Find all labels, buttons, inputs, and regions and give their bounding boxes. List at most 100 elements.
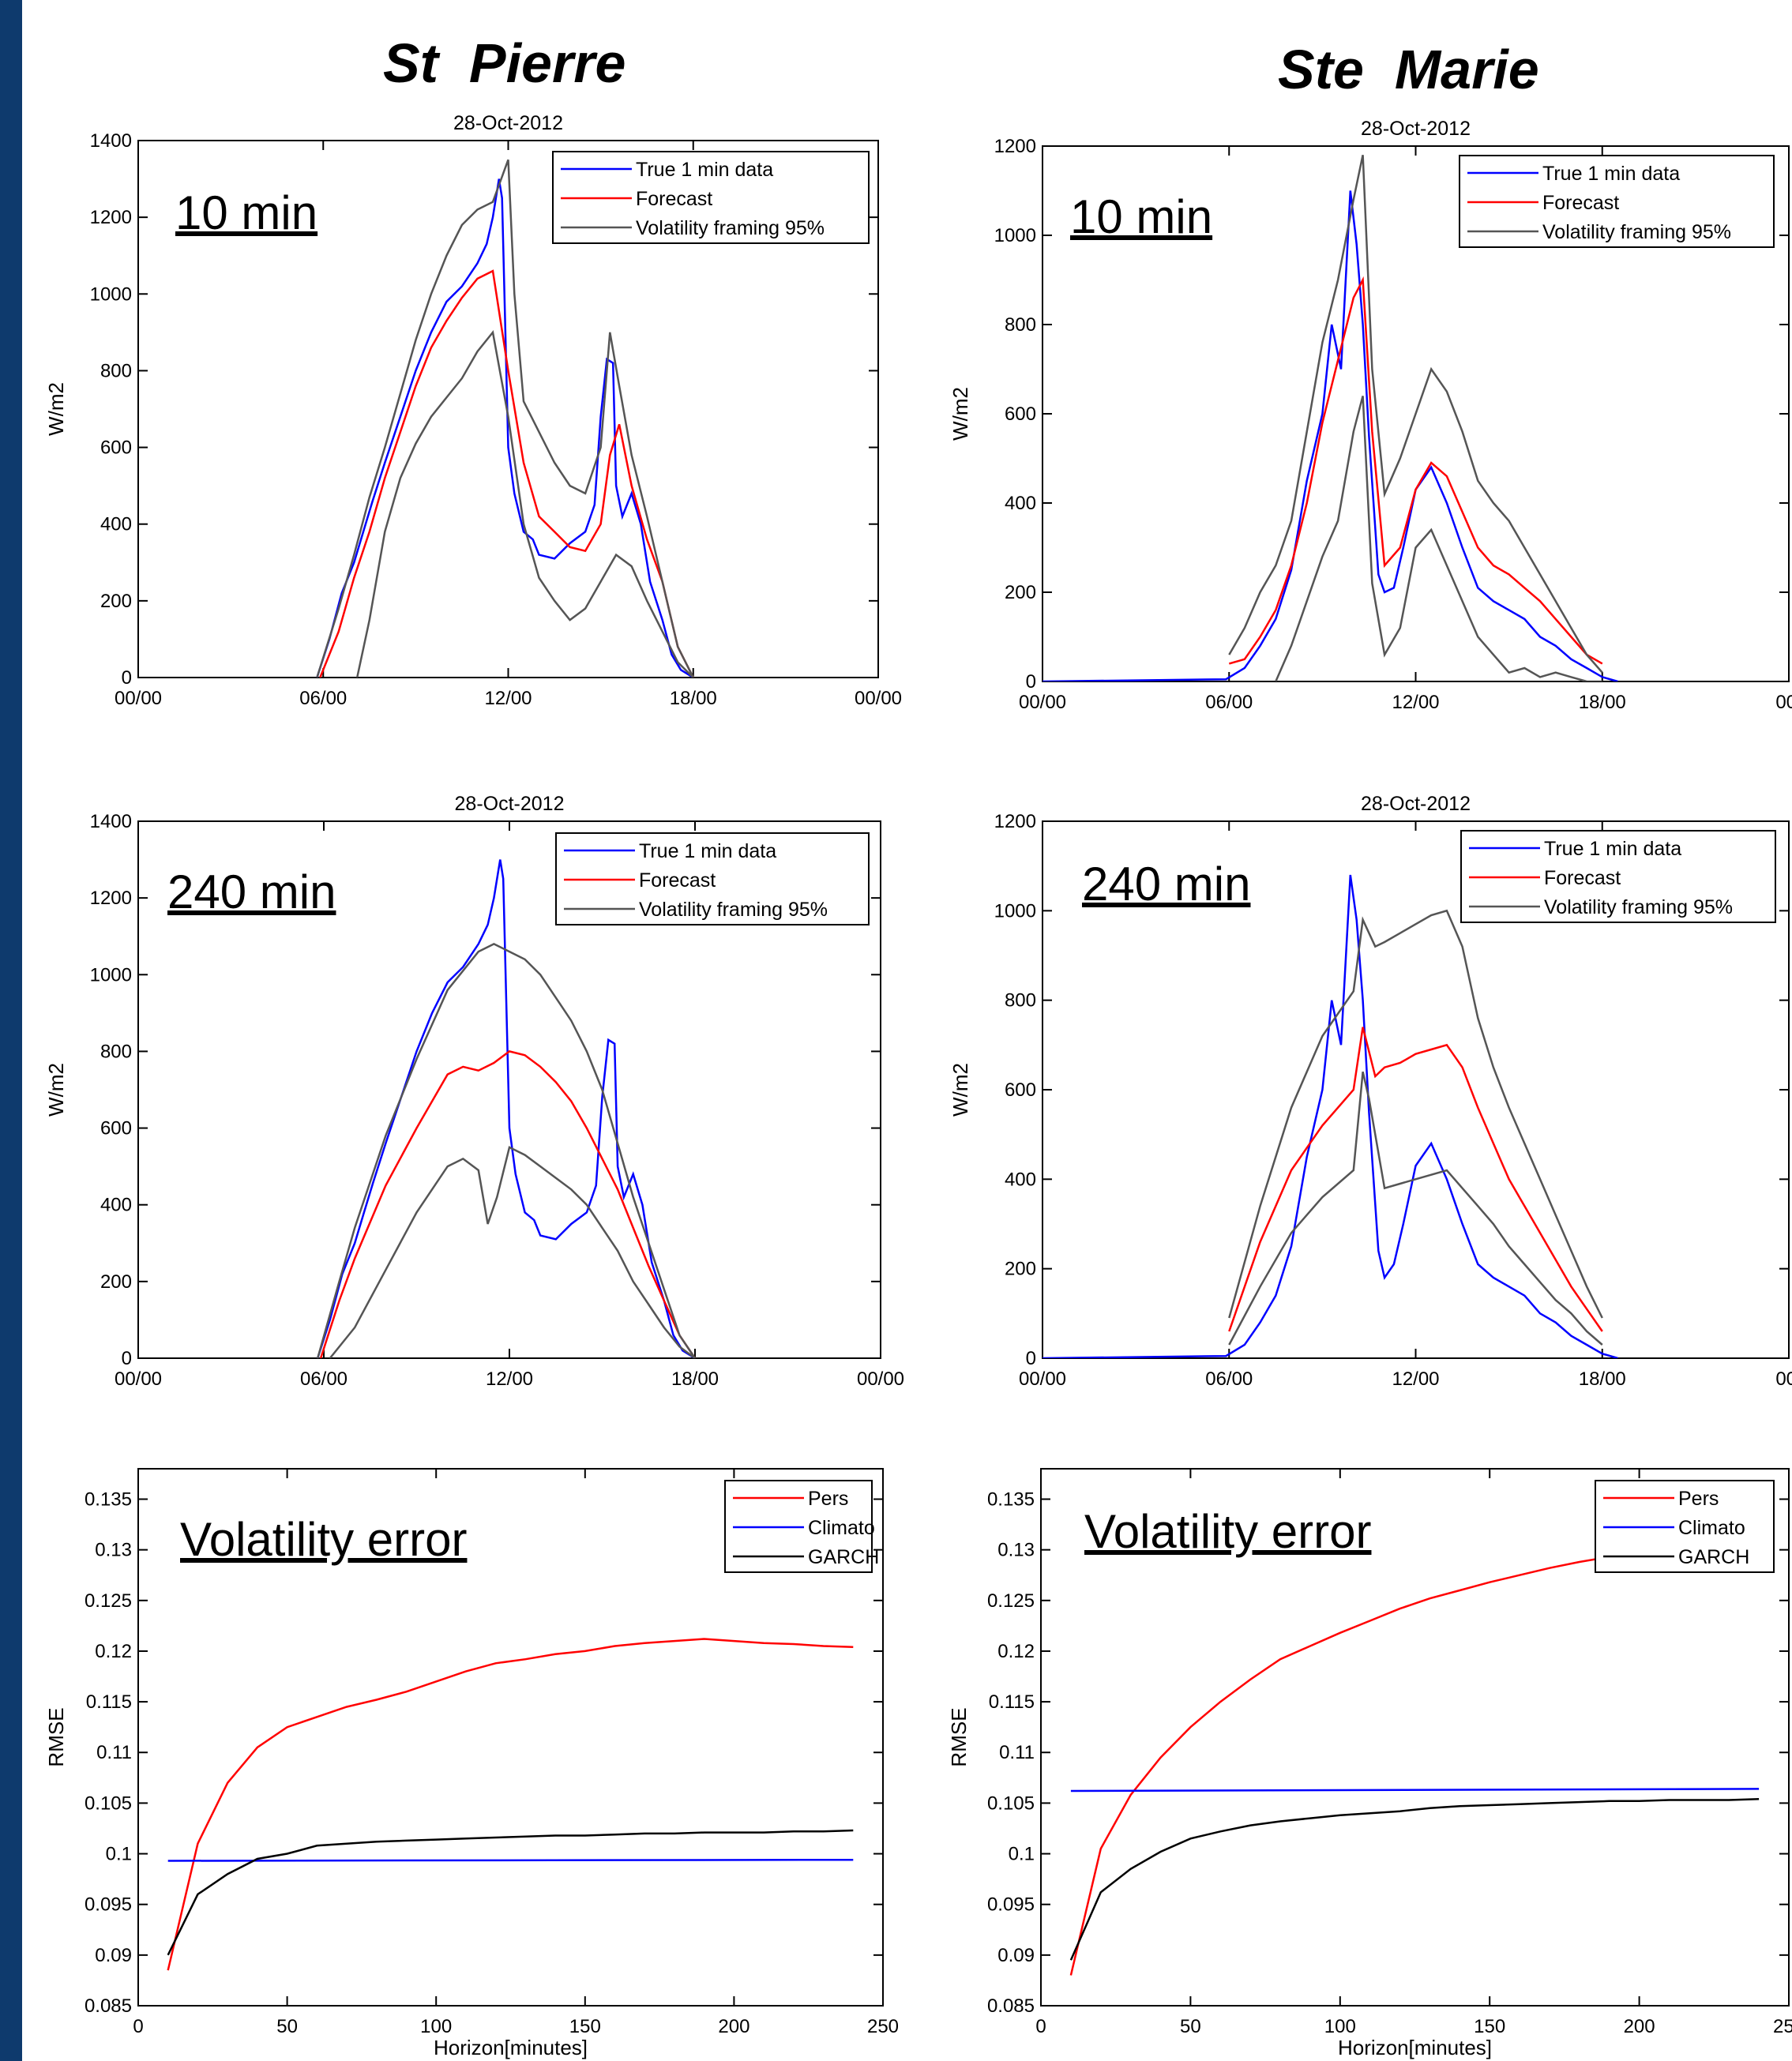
x-tick-label: 0 — [133, 2016, 143, 2037]
y-tick-label: 1200 — [994, 811, 1036, 832]
y-tick-label: 0.135 — [987, 1488, 1035, 1510]
y-tick-label: 800 — [1005, 314, 1036, 336]
series-line-4 — [1228, 1072, 1603, 1346]
y-tick-label: 1000 — [90, 964, 132, 985]
y-tick-label: 400 — [1005, 1169, 1036, 1190]
chart-panel-2: 0 200 400 600 800 1000 1200 00/00 06/00 12/00 18/0… — [949, 118, 1792, 713]
x-tick-label: 00/00 — [1019, 1368, 1066, 1390]
legend: True 1 min data Forecast Volatility framin… — [1459, 155, 1775, 248]
x-axis-label: Horizon[minutes] — [1338, 2036, 1492, 2059]
series-line-3 — [1069, 1798, 1760, 1961]
y-tick-label: 0.085 — [85, 1995, 132, 2017]
y-axis-label: RMSE — [947, 1707, 971, 1766]
series-line-3 — [167, 1829, 854, 1956]
x-tick-label: 0 — [1035, 2016, 1046, 2037]
series-line-4 — [355, 329, 694, 678]
y-tick-label: 1000 — [994, 225, 1036, 246]
legend-entry: Forecast — [1542, 192, 1619, 214]
y-axis-label: W/m2 — [949, 1063, 972, 1117]
y-tick-label: 1000 — [90, 283, 132, 305]
x-tick-label: 06/00 — [1205, 1368, 1253, 1390]
x-tick-label: 00/00 — [115, 688, 162, 709]
y-tick-label: 600 — [100, 437, 132, 459]
x-tick-label: 50 — [276, 2016, 298, 2037]
site-title-ste-marie: Ste Marie — [1278, 39, 1539, 100]
y-tick-label: 0.13 — [997, 1540, 1035, 1561]
legend: True 1 min data Forecast Volatility framin… — [552, 151, 870, 244]
x-tick-label: 12/00 — [1392, 1368, 1439, 1390]
x-tick-label: 200 — [718, 2016, 749, 2037]
x-tick-label: 50 — [1180, 2016, 1201, 2037]
x-tick-label: 100 — [420, 2016, 452, 2037]
y-tick-label: 0.135 — [85, 1488, 132, 1510]
x-tick-label: 06/00 — [300, 1368, 348, 1390]
x-tick-label: 18/00 — [1579, 692, 1626, 713]
series-line-2 — [319, 269, 694, 678]
x-tick-label: 00/00 — [115, 1368, 162, 1390]
y-tick-label: 0.1 — [1009, 1844, 1035, 1865]
x-tick-label: 250 — [1773, 2016, 1792, 2037]
legend: True 1 min data Forecast Volatility framin… — [555, 832, 870, 925]
legend-entry: GARCH — [808, 1546, 879, 1568]
y-tick-label: 200 — [1005, 1259, 1036, 1280]
y-axis-label: W/m2 — [44, 1063, 68, 1117]
y-tick-label: 0.105 — [987, 1793, 1035, 1814]
x-tick-label: 18/00 — [670, 688, 717, 709]
y-tick-label: 0.09 — [95, 1945, 132, 1966]
series-line-1 — [167, 1638, 854, 1971]
y-tick-label: 0.1 — [106, 1844, 132, 1865]
legend-entry: Volatility framing 95% — [639, 899, 828, 921]
legend-entry: Forecast — [639, 869, 716, 892]
series-line-2 — [1228, 276, 1603, 665]
y-tick-label: 400 — [1005, 493, 1036, 514]
y-tick-label: 600 — [1005, 404, 1036, 425]
legend-entry: Volatility framing 95% — [636, 217, 825, 239]
chart-annotation: 10 min — [1070, 190, 1212, 243]
x-tick-label: 100 — [1324, 2016, 1356, 2037]
x-tick-label: 12/00 — [1392, 692, 1439, 713]
y-tick-label: 0 — [122, 667, 132, 689]
y-tick-label: 200 — [1005, 582, 1036, 603]
y-tick-label: 0.115 — [989, 1691, 1035, 1713]
y-tick-label: 0.11 — [96, 1742, 132, 1763]
x-tick-label: 00/ — [1775, 1368, 1792, 1390]
chart-panel-3: 0 200 400 600 800 1000 1200 1400 00/00 06/00 12/00… — [44, 793, 904, 1390]
x-tick-label: 18/00 — [1579, 1368, 1626, 1390]
y-axis-label: W/m2 — [44, 382, 68, 436]
chart-panel-5: 0.085 0.09 0.095 0.1 0.105 0.11 0.115 0.12 0.125… — [44, 1468, 899, 2059]
y-tick-label: 1000 — [994, 900, 1036, 922]
series-line-2 — [319, 1050, 697, 1358]
y-tick-label: 0 — [1026, 1348, 1036, 1369]
y-tick-label: 0.095 — [85, 1894, 132, 1916]
chart-title: 28-Oct-2012 — [453, 112, 563, 134]
chart-panel-1: 0 200 400 600 800 1000 1200 1400 00/00 06/00 12/00… — [44, 112, 902, 709]
y-tick-label: 1200 — [994, 136, 1036, 157]
x-tick-label: 12/00 — [486, 1368, 533, 1390]
x-tick-label: 150 — [569, 2016, 601, 2037]
y-tick-label: 0.085 — [987, 1995, 1035, 2017]
series-line-3 — [1228, 909, 1603, 1319]
legend-entry: Pers — [808, 1488, 848, 1510]
y-tick-label: 200 — [100, 1271, 132, 1293]
series-line-4 — [1275, 396, 1602, 681]
site-title-st-pierre: St Pierre — [383, 32, 626, 94]
x-tick-label: 00/00 — [855, 688, 902, 709]
series-line-4 — [329, 1146, 696, 1358]
y-tick-label: 0.13 — [95, 1540, 132, 1561]
x-axis-label: Horizon[minutes] — [434, 2036, 588, 2059]
y-tick-label: 1400 — [90, 130, 132, 152]
legend-entry: Forecast — [636, 188, 712, 210]
chart-title: 28-Oct-2012 — [1361, 793, 1471, 815]
legend-entry: True 1 min data — [1542, 163, 1680, 185]
legend: Pers Climato GARCH — [724, 1480, 879, 1573]
x-tick-label: 06/00 — [299, 688, 347, 709]
y-tick-label: 0.12 — [997, 1641, 1035, 1662]
chart-annotation: 240 min — [167, 865, 336, 918]
legend-entry: True 1 min data — [1544, 838, 1681, 860]
y-tick-label: 1400 — [90, 811, 132, 832]
legend: True 1 min data Forecast Volatility framin… — [1460, 830, 1776, 923]
y-tick-label: 0.095 — [987, 1894, 1035, 1916]
y-tick-label: 800 — [1005, 990, 1036, 1012]
y-tick-label: 800 — [100, 1041, 132, 1062]
